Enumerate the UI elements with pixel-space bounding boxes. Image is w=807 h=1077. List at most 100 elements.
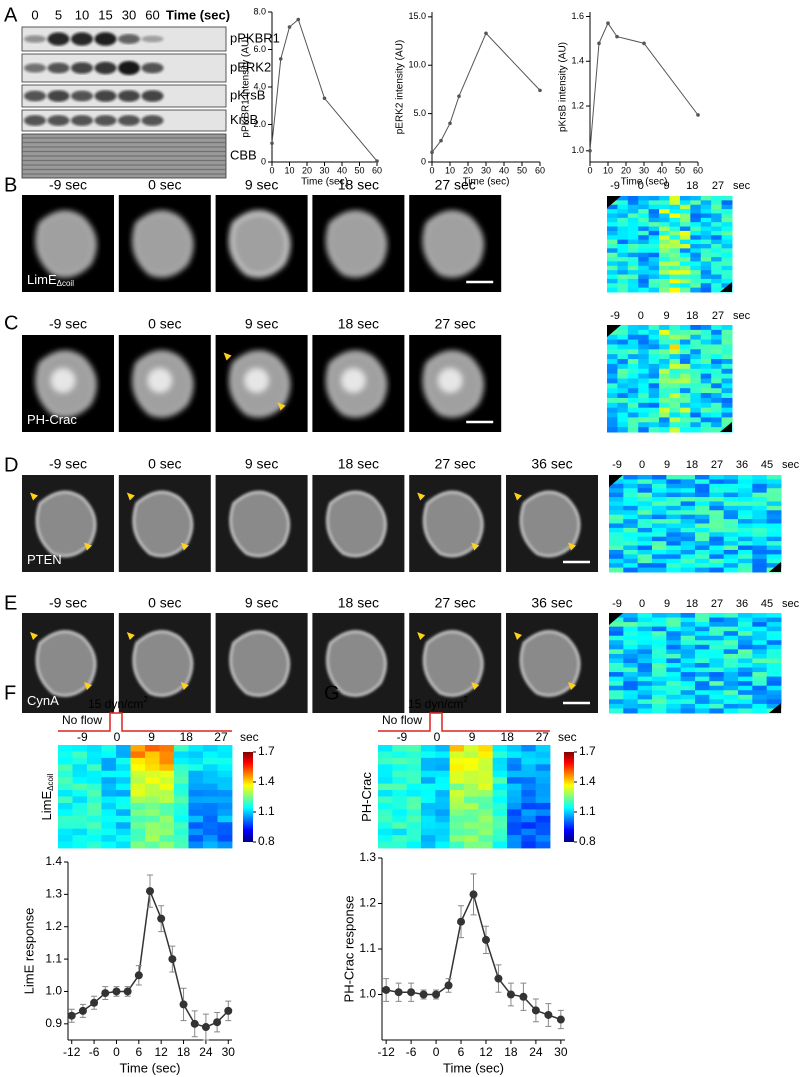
kymograph-pixel [680,658,696,664]
kymograph-pixel [607,270,618,276]
kymograph-pixel [637,554,653,560]
kymograph-pixel [648,222,660,228]
kymograph-pixel [659,278,670,284]
kymograph-pixel [723,699,739,705]
heatmap-pixel [535,770,551,778]
data-point [123,987,132,996]
heatmap-pixel [449,757,465,765]
kymograph-pixel [669,274,681,280]
kymograph-pixel [700,417,712,423]
kymograph-pixel [723,694,739,700]
kymograph-pixel [723,649,739,655]
kymograph-pixel [752,483,768,489]
marker-label: CynA [27,693,59,708]
cell [422,350,484,418]
kymograph-pixel [638,274,650,280]
kymograph-pixel [666,545,682,551]
data-point [606,21,610,25]
heatmap-pixel [130,828,146,836]
kymograph-pixel [669,278,681,284]
kymograph-pixel [669,239,681,245]
heatmap-tick: 27 [536,730,550,744]
kymograph-pixel [607,274,618,280]
cell-body [422,490,484,558]
kymograph-pixel [637,663,653,669]
heatmap-pixel [492,777,508,785]
kymograph-pixel [623,514,639,520]
kymograph-pixel [738,681,753,687]
heatmap-pixel [421,828,436,836]
kymograph-tick: 18 [686,310,698,322]
kymograph-pixel [709,626,725,632]
kymograph-pixel [638,287,650,293]
kymograph-pixel [617,239,629,245]
kymograph-pixel [690,329,702,336]
heatmap-pixel [58,828,73,836]
kymograph-pixel [609,536,624,542]
heatmap-pixel [464,770,479,778]
arrowhead [417,632,426,640]
kymograph-pixel [623,699,639,705]
heatmap-pixel [58,809,73,817]
kymograph-pixel [695,685,710,691]
heatmap-pixel [87,751,102,759]
kymograph-pixel [648,204,660,210]
kymograph-pixel [709,554,725,560]
blot-band [141,35,164,43]
kymograph-pixel [711,287,723,293]
kymograph-pixel [627,248,639,254]
data-point [419,990,428,999]
kymograph-pixel [607,383,618,389]
kymograph-pixel [700,339,712,345]
kymograph-pixel [652,479,667,485]
data-point [213,1018,222,1027]
heatmap-pixel [145,815,160,823]
heatmap-pixel [58,777,73,785]
kymograph-pixel [695,631,710,637]
kymograph-pixel [648,378,660,384]
kymograph-pixel [669,196,681,201]
heatmap-pixel [406,764,422,772]
kymograph-pixel [659,427,670,433]
kymograph-pixel [690,230,702,236]
kymograph-pixel [723,545,739,551]
kymograph-pixel [738,501,753,507]
cell-body [35,630,97,697]
kymograph-pixel [607,334,618,341]
cell [35,210,97,278]
heatmap-pixel [435,835,451,842]
kymograph-pixel [627,230,639,236]
data-point [556,1015,565,1024]
kymograph-pixel [680,545,696,551]
kymograph-pixel [711,407,723,414]
kymograph-pixel [607,344,618,350]
heatmap-pixel [421,777,436,785]
kymograph-pixel [648,217,660,223]
y-tick-label: 1.2 [359,896,376,910]
kymograph-pixel [637,640,653,646]
kymograph-pixel [709,545,725,551]
time-label: 0 [31,7,38,22]
kymograph-pixel [652,523,667,529]
time-label: 15 [98,7,112,22]
y-tick-label: 0 [261,156,266,166]
kymograph-pixel [723,681,739,687]
heatmap-pixel [217,764,233,772]
colorbar-tick-label: 1.4 [579,774,596,788]
kymograph-pixel [711,417,723,423]
heatmap-pixel [188,770,204,778]
heatmap-pixel [116,764,131,772]
kymograph-pixel [609,635,624,641]
cell-body [132,630,194,697]
cell-body [422,210,484,278]
heatmap-pixel [449,828,465,836]
kymograph-pixel [679,329,691,336]
kymograph-pixel [680,685,696,691]
y-tick-label: 1.4 [571,56,584,66]
heatmap-pixel [478,802,494,810]
x-tick-label: -12 [63,1045,81,1059]
kymograph-pixel [679,278,691,284]
heatmap-pixel [58,822,73,830]
kymograph-pixel [652,554,667,560]
kymograph-pixel [638,270,650,276]
